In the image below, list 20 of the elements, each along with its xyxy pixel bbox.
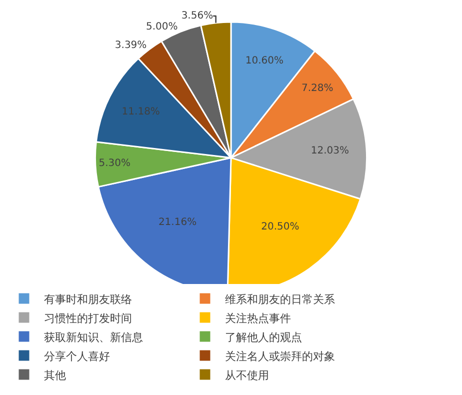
legend-label: 关注热点事件	[225, 312, 291, 325]
legend-label: 分享个人喜好	[44, 350, 110, 363]
data-label: 10.60%	[245, 56, 284, 67]
data-label: 11.18%	[122, 106, 160, 118]
data-label: 7.28%	[301, 83, 334, 94]
data-label: 3.39%	[114, 40, 147, 52]
legend-label: 其他	[44, 368, 66, 382]
legend-label: 有事时和朋友联络	[44, 292, 132, 306]
data-label: 21.16%	[158, 217, 197, 228]
legend-label: 维系和朋友的日常关系	[225, 292, 335, 306]
legend-label: 关注名人或崇拜的对象	[225, 350, 335, 363]
legend-label: 获取新知识、新信息	[44, 330, 143, 344]
data-label: 20.50%	[261, 221, 300, 232]
data-label: 5.30%	[98, 158, 131, 169]
data-label: 12.03%	[310, 145, 350, 156]
data-label: 3.56%	[181, 10, 214, 22]
data-label: 5.00%	[146, 21, 178, 32]
legend-label: 习惯性的打发时间	[44, 312, 132, 325]
legend-label: 从不使用	[225, 368, 269, 382]
legend-label: 了解他人的观点	[225, 330, 302, 344]
